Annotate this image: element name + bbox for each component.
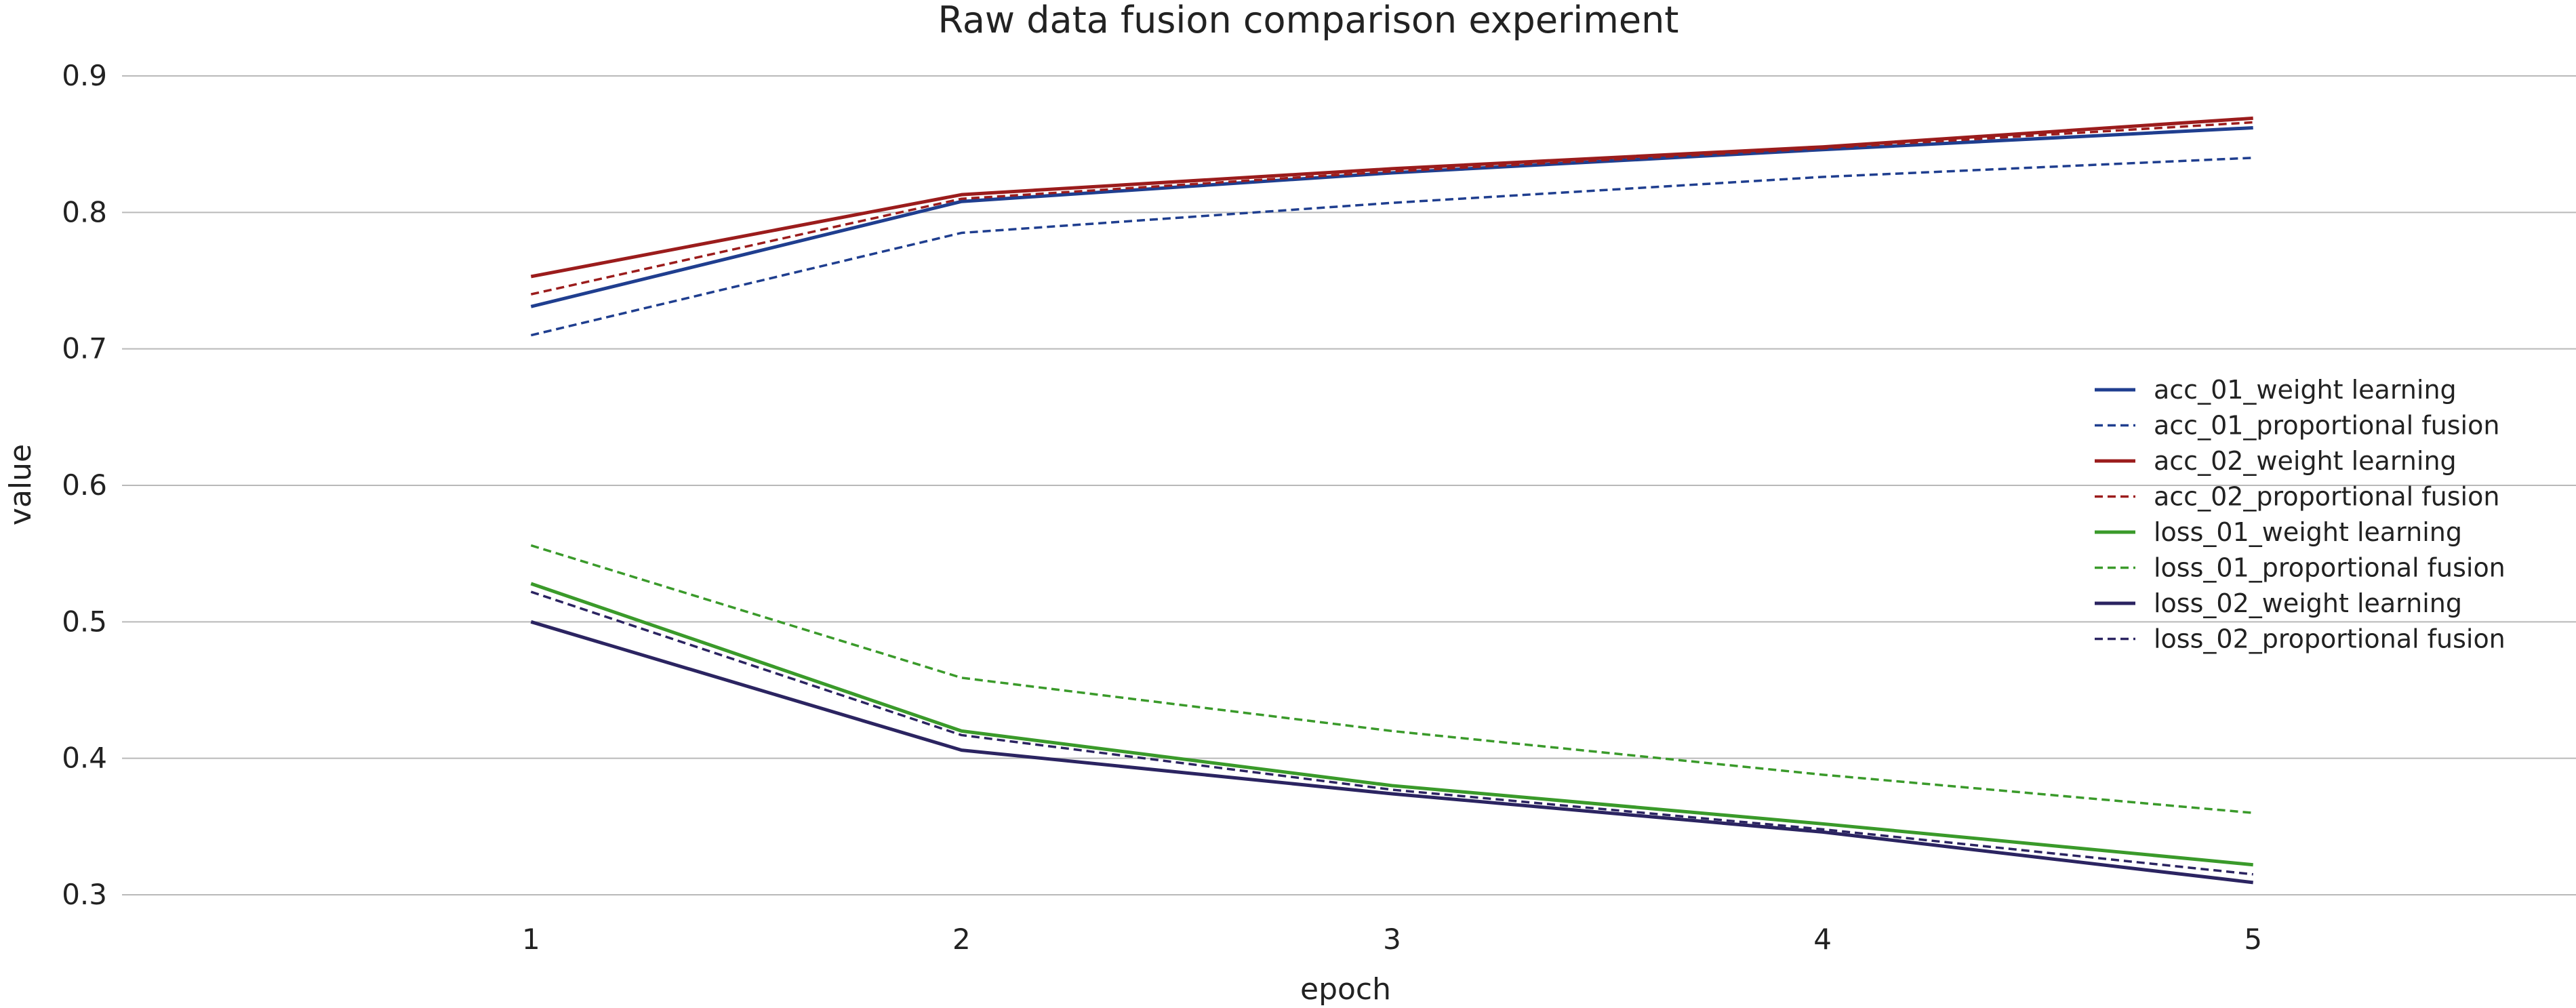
legend-label: loss_01_proportional fusion xyxy=(2154,553,2505,583)
series-lines xyxy=(530,116,2253,885)
series-line-3 xyxy=(530,121,2253,296)
series-line-4 xyxy=(530,582,2253,867)
y-axis-ticks: 0.3 0.4 0.5 0.6 0.7 0.8 0.9 xyxy=(62,59,107,911)
legend-label: acc_01_proportional fusion xyxy=(2154,411,2499,441)
legend-label: acc_02_weight learning xyxy=(2154,446,2457,476)
y-tick-label: 0.8 xyxy=(62,195,107,228)
legend: acc_01_weight learning acc_01_proportiona… xyxy=(2095,375,2505,654)
series-line-1 xyxy=(530,157,2253,337)
x-tick-label: 4 xyxy=(1813,923,1832,956)
series-line-0 xyxy=(530,126,2253,308)
y-tick-label: 0.7 xyxy=(62,332,107,365)
series-line-2 xyxy=(530,116,2253,279)
legend-label: loss_02_proportional fusion xyxy=(2154,624,2505,654)
x-tick-label: 3 xyxy=(1383,923,1401,956)
x-tick-label: 2 xyxy=(952,923,971,956)
x-axis-label: epoch xyxy=(1300,972,1391,1007)
y-tick-label: 0.3 xyxy=(62,878,107,911)
series-line-6 xyxy=(530,620,2253,885)
y-tick-label: 0.9 xyxy=(62,59,107,92)
chart-title: Raw data fusion comparison experiment xyxy=(938,0,1679,41)
series-line-5 xyxy=(530,544,2253,814)
y-tick-label: 0.5 xyxy=(62,605,107,638)
x-tick-label: 1 xyxy=(522,923,540,956)
legend-label: acc_02_proportional fusion xyxy=(2154,482,2499,512)
x-tick-label: 5 xyxy=(2244,923,2262,956)
y-tick-label: 0.4 xyxy=(62,742,107,775)
y-tick-label: 0.6 xyxy=(62,468,107,502)
x-axis-ticks: 1 2 3 4 5 xyxy=(522,923,2262,956)
series-line-7 xyxy=(530,590,2253,876)
legend-label: loss_01_weight learning xyxy=(2154,517,2462,547)
legend-label: loss_02_weight learning xyxy=(2154,588,2462,618)
legend-label: acc_01_weight learning xyxy=(2154,375,2457,405)
y-axis-label: value xyxy=(3,444,38,525)
